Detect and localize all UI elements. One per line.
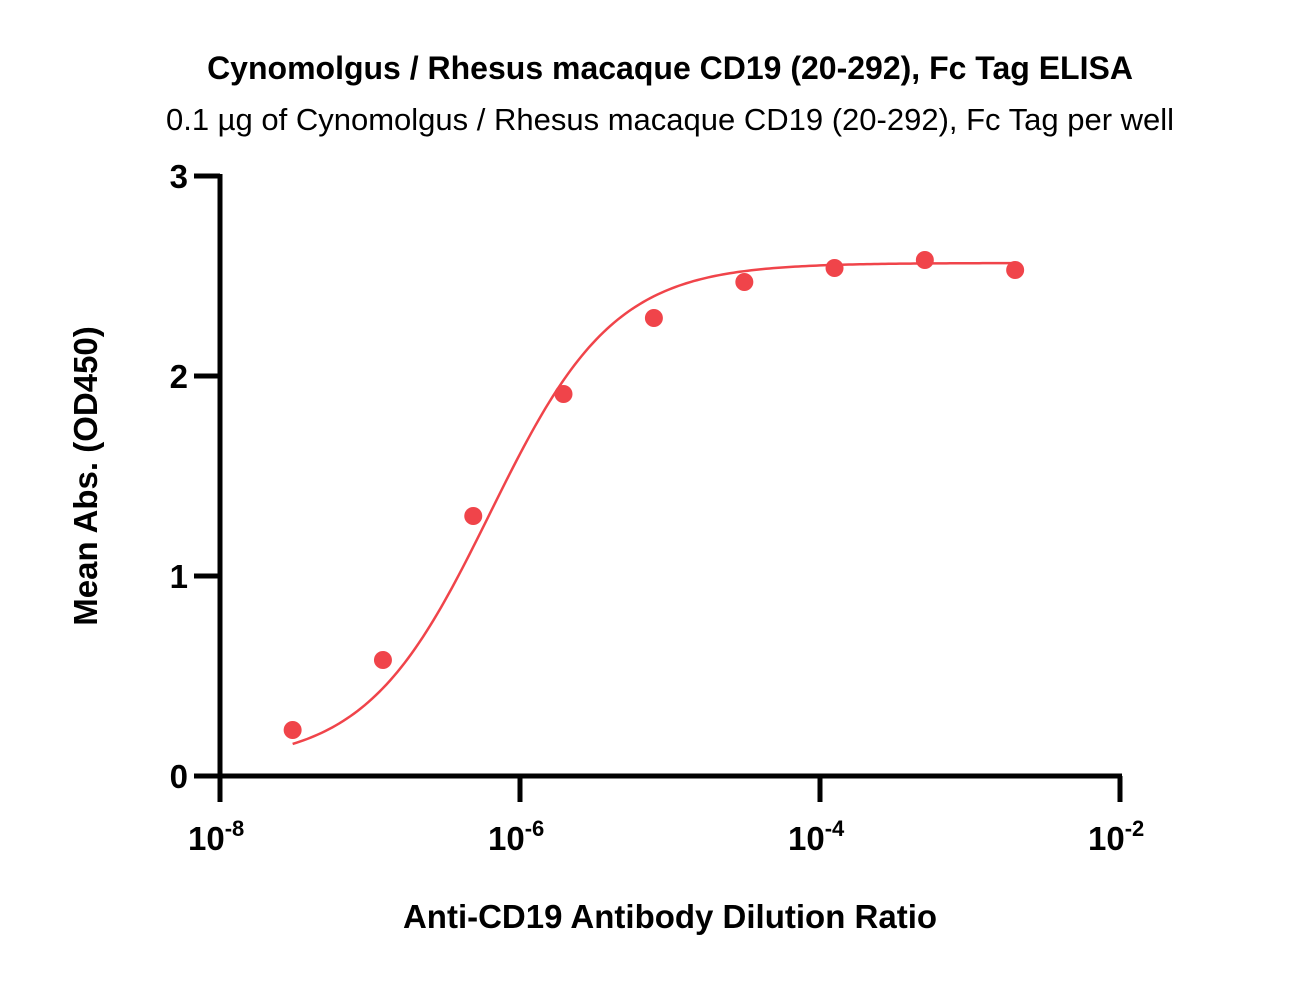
x-axis-label: Anti-CD19 Antibody Dilution Ratio [403, 898, 937, 935]
x-tick-label: 10-8 [188, 816, 244, 857]
data-point [464, 507, 483, 525]
x-tick-label: 10-4 [788, 816, 845, 857]
x-tick-base: 10 [1088, 820, 1125, 857]
y-tick-label: 0 [170, 758, 188, 795]
data-point [915, 251, 934, 269]
x-tick-base: 10 [188, 820, 225, 857]
x-tick-exponent: -4 [825, 816, 845, 841]
data-point [283, 721, 302, 739]
data-point [1006, 261, 1025, 279]
x-tick-exponent: -2 [1125, 816, 1145, 841]
x-tick-label: 10-6 [488, 816, 544, 857]
x-tick-exponent: -8 [225, 816, 245, 841]
data-point [373, 651, 392, 669]
y-tick-label: 2 [170, 358, 188, 395]
x-tick-base: 10 [788, 820, 825, 857]
y-tick-label: 3 [170, 158, 188, 195]
x-tick-exponent: -6 [525, 816, 545, 841]
x-tick-label: 10-2 [1088, 816, 1144, 857]
data-point [825, 259, 844, 277]
chart-subtitle: 0.1 µg of Cynomolgus / Rhesus macaque CD… [166, 102, 1174, 137]
fit-curve [292, 261, 1016, 746]
data-point [735, 273, 754, 291]
y-tick-label: 1 [170, 558, 188, 595]
data-point [554, 385, 573, 403]
x-tick-base: 10 [488, 820, 525, 857]
y-axis-label: Mean Abs. (OD450) [67, 326, 104, 626]
data-point [644, 309, 663, 327]
chart-title: Cynomolgus / Rhesus macaque CD19 (20-292… [207, 50, 1133, 86]
